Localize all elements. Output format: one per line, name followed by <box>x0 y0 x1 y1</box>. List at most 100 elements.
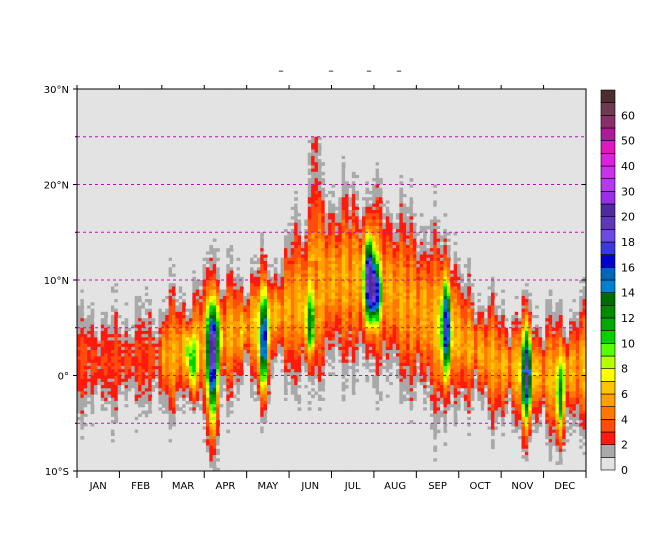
field-cell <box>219 330 224 335</box>
field-cell <box>256 369 261 373</box>
field-cell <box>355 222 360 227</box>
field-cell <box>151 286 156 290</box>
field-cell <box>270 359 275 364</box>
field-cell <box>345 257 349 262</box>
field-cell <box>110 407 115 411</box>
field-cell <box>260 264 265 268</box>
field-cell <box>243 101 248 106</box>
field-cell <box>124 292 129 297</box>
field-cell <box>348 378 353 383</box>
field-cell <box>273 248 278 252</box>
field-cell <box>239 327 244 332</box>
field-cell <box>127 330 132 335</box>
field-cell <box>239 356 244 360</box>
field-cell <box>199 292 203 297</box>
field-cell <box>300 305 305 310</box>
field-cell <box>175 343 180 348</box>
field-cell <box>80 340 85 345</box>
field-cell <box>77 311 81 316</box>
field-cell <box>321 235 326 240</box>
field-cell <box>90 448 95 453</box>
field-cell <box>256 257 261 262</box>
field-cell <box>317 104 322 109</box>
field-cell <box>80 311 85 316</box>
field-cell <box>260 385 265 389</box>
field-cell <box>297 187 302 192</box>
field-cell <box>172 273 176 278</box>
field-cell <box>219 181 224 185</box>
field-cell <box>205 404 210 408</box>
field-cell <box>83 330 88 335</box>
field-cell <box>185 391 190 395</box>
field-cell <box>253 365 258 370</box>
field-cell <box>328 171 332 176</box>
field-cell <box>155 353 159 357</box>
field-cell <box>345 375 349 380</box>
field-cell <box>209 257 214 262</box>
field-cell <box>317 426 322 431</box>
field-cell <box>110 416 115 421</box>
field-cell <box>358 315 363 319</box>
field-cell <box>168 385 173 389</box>
field-cell <box>331 257 336 262</box>
field-cell <box>148 327 153 332</box>
field-cell <box>202 451 207 456</box>
field-cell <box>212 270 217 275</box>
field-cell <box>172 369 176 373</box>
field-cell <box>345 318 349 322</box>
field-cell <box>253 327 258 332</box>
field-cell <box>229 337 234 341</box>
field-cell <box>151 302 156 306</box>
field-cell <box>175 362 180 367</box>
field-cell <box>233 359 237 364</box>
field-cell <box>219 98 224 103</box>
field-cell <box>294 404 298 408</box>
field-cell <box>134 353 139 357</box>
field-cell <box>87 410 91 415</box>
field-cell <box>216 292 220 297</box>
field-cell <box>212 445 217 450</box>
field-cell <box>151 340 156 345</box>
field-cell <box>161 369 166 373</box>
field-cell <box>178 273 183 278</box>
field-cell <box>304 337 309 341</box>
field-cell <box>134 359 139 364</box>
field-cell <box>260 429 265 434</box>
field-cell <box>368 213 373 217</box>
field-cell <box>290 381 295 386</box>
field-cell <box>93 369 98 373</box>
field-cell <box>216 334 220 338</box>
field-cell <box>161 413 166 418</box>
field-cell <box>351 283 356 287</box>
field-cell <box>334 241 339 246</box>
field-cell <box>328 330 332 335</box>
field-cell <box>219 299 224 303</box>
field-cell <box>236 264 241 268</box>
field-cell <box>362 178 366 182</box>
field-cell <box>188 356 193 360</box>
field-cell <box>114 388 119 392</box>
field-cell <box>155 92 159 96</box>
field-cell <box>134 315 139 319</box>
field-cell <box>202 276 207 281</box>
field-cell <box>311 362 315 367</box>
field-cell <box>158 381 163 386</box>
field-cell <box>304 397 309 402</box>
field-cell <box>212 241 217 246</box>
field-cell <box>229 267 234 271</box>
field-cell <box>172 394 176 399</box>
field-cell <box>77 299 81 303</box>
field-cell <box>250 413 254 418</box>
field-cell <box>283 222 288 227</box>
field-cell <box>287 276 292 281</box>
field-cell <box>168 420 173 424</box>
field-cell <box>283 372 288 376</box>
field-cell <box>365 372 370 376</box>
field-cell <box>317 89 322 93</box>
field-cell <box>331 248 336 252</box>
field-cell <box>144 435 149 440</box>
field-cell <box>355 356 360 360</box>
field-cell <box>328 111 332 115</box>
field-cell <box>141 222 146 227</box>
field-cell <box>324 248 329 252</box>
